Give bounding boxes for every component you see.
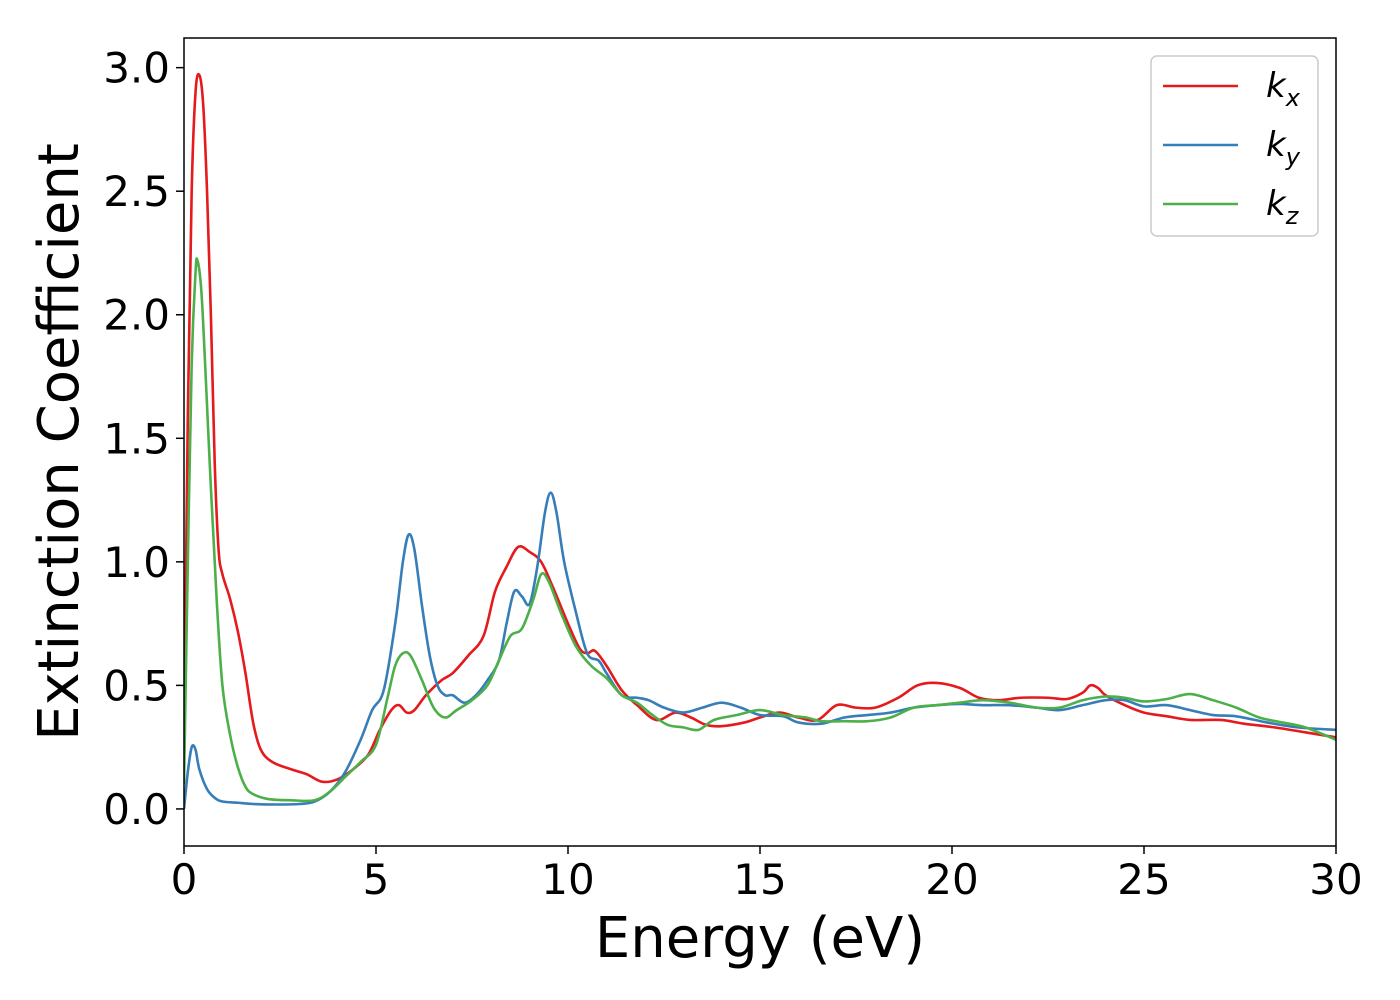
legend-label-base: k bbox=[1266, 66, 1287, 106]
y-tick-label: 1.0 bbox=[103, 538, 170, 587]
y-tick-label: 2.0 bbox=[103, 291, 170, 340]
x-axis-ticks: 0 5 10 15 20 25 30 bbox=[171, 846, 1363, 904]
y-tick-label: 3.0 bbox=[103, 44, 170, 93]
x-tick-label: 5 bbox=[363, 855, 390, 904]
x-axis-title: Energy (eV) bbox=[595, 906, 925, 971]
series-lines bbox=[184, 72, 1336, 810]
y-tick-label: 1.5 bbox=[103, 414, 170, 463]
x-tick-label: 30 bbox=[1309, 855, 1362, 904]
x-tick-label: 10 bbox=[541, 855, 594, 904]
legend-label-subscript: z bbox=[1285, 202, 1300, 230]
y-tick-label: 2.5 bbox=[103, 167, 170, 216]
legend-label-subscript: x bbox=[1285, 84, 1301, 112]
legend-label-subscript: y bbox=[1285, 143, 1301, 171]
x-tick-label: 0 bbox=[171, 855, 198, 904]
x-tick-label: 25 bbox=[1117, 855, 1170, 904]
y-tick-label: 0.5 bbox=[103, 661, 170, 710]
x-tick-label: 20 bbox=[925, 855, 978, 904]
series-line-kx bbox=[184, 72, 1336, 784]
x-tick-label: 15 bbox=[733, 855, 786, 904]
y-tick-label: 0.0 bbox=[103, 785, 170, 834]
legend-label-base: k bbox=[1266, 125, 1287, 165]
legend-label: kx bbox=[1266, 66, 1301, 112]
legend-label: ky bbox=[1266, 125, 1301, 171]
series-line-kz bbox=[184, 257, 1336, 803]
y-axis-ticks: 0.0 0.5 1.0 1.5 2.0 2.5 3.0 bbox=[103, 44, 184, 834]
legend-label-base: k bbox=[1266, 184, 1287, 224]
legend-label: kz bbox=[1266, 184, 1300, 230]
y-axis-title: Extinction Coefficient bbox=[27, 143, 92, 741]
